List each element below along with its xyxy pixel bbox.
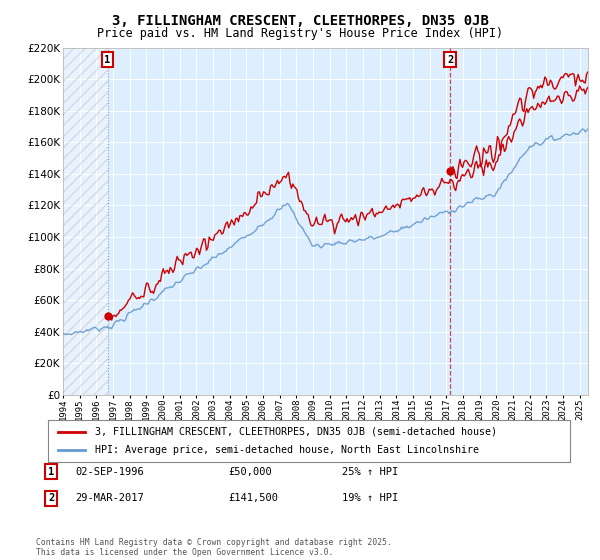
Text: 1: 1	[48, 466, 54, 477]
Text: HPI: Average price, semi-detached house, North East Lincolnshire: HPI: Average price, semi-detached house,…	[95, 445, 479, 455]
Text: 19% ↑ HPI: 19% ↑ HPI	[342, 493, 398, 503]
Text: 1: 1	[104, 55, 110, 65]
Text: 2: 2	[447, 55, 453, 65]
Text: 02-SEP-1996: 02-SEP-1996	[75, 466, 144, 477]
Text: Price paid vs. HM Land Registry's House Price Index (HPI): Price paid vs. HM Land Registry's House …	[97, 27, 503, 40]
Text: Contains HM Land Registry data © Crown copyright and database right 2025.
This d: Contains HM Land Registry data © Crown c…	[36, 538, 392, 557]
Bar	[63, 48, 107, 395]
Text: £50,000: £50,000	[228, 466, 272, 477]
Text: £141,500: £141,500	[228, 493, 278, 503]
Text: 3, FILLINGHAM CRESCENT, CLEETHORPES, DN35 0JB (semi-detached house): 3, FILLINGHAM CRESCENT, CLEETHORPES, DN3…	[95, 427, 497, 437]
Text: 25% ↑ HPI: 25% ↑ HPI	[342, 466, 398, 477]
Text: 2: 2	[48, 493, 54, 503]
Text: 29-MAR-2017: 29-MAR-2017	[75, 493, 144, 503]
Text: 3, FILLINGHAM CRESCENT, CLEETHORPES, DN35 0JB: 3, FILLINGHAM CRESCENT, CLEETHORPES, DN3…	[112, 14, 488, 28]
